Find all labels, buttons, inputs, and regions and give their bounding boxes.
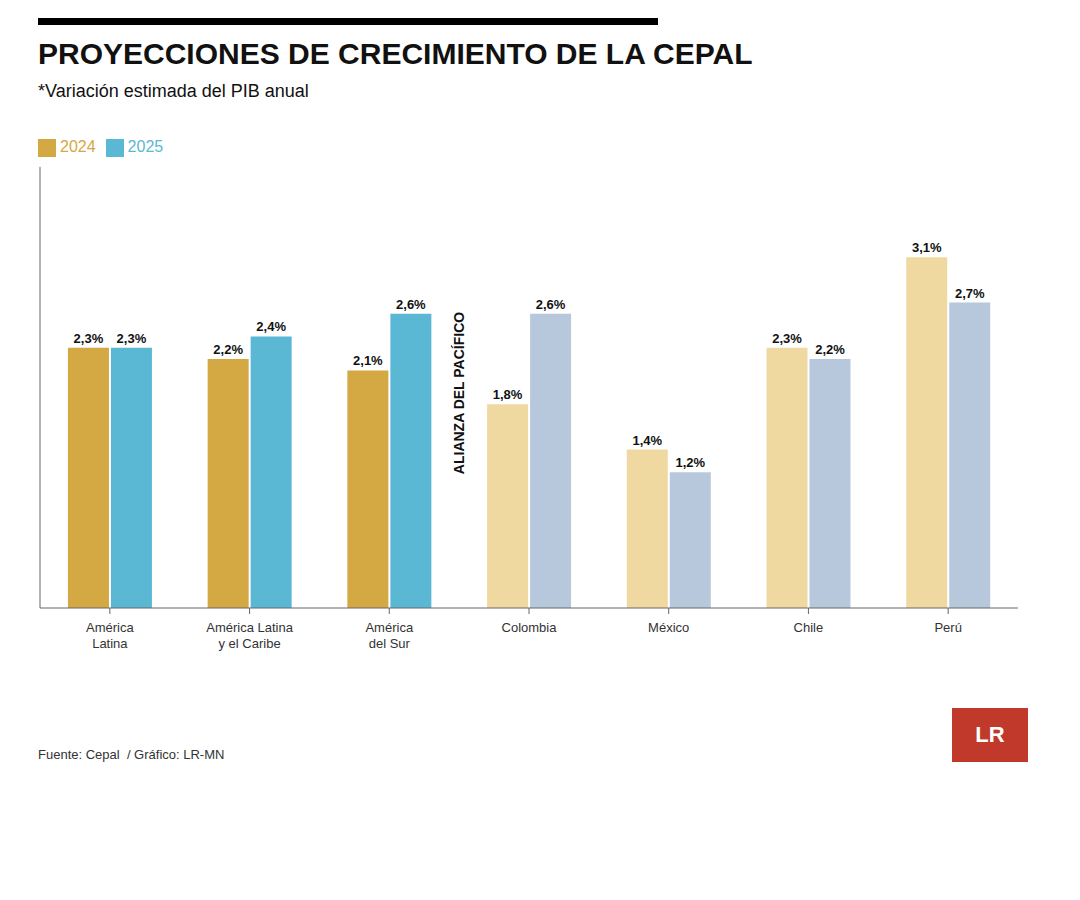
svg-text:1,2%: 1,2%	[675, 455, 705, 470]
svg-text:Colombia: Colombia	[502, 620, 558, 635]
svg-text:1,8%: 1,8%	[493, 387, 523, 402]
svg-text:AméricaLatina: AméricaLatina	[86, 620, 134, 651]
svg-text:Perú: Perú	[934, 620, 961, 635]
html-text:Fuente: Cepal / Gráfico: LR-MN: Fuente: Cepal / Gráfico: LR-MN	[38, 747, 225, 762]
svg-text:2,1%: 2,1%	[353, 353, 383, 368]
svg-text:2,6%: 2,6%	[396, 297, 426, 312]
svg-text:América Latinay el Caribe: América Latinay el Caribe	[206, 620, 293, 651]
svg-text:2,6%: 2,6%	[536, 297, 566, 312]
svg-text:2,4%: 2,4%	[256, 319, 286, 334]
html-text:2024: 2024	[60, 138, 96, 155]
html-text:ALIANZA DEL PACÍFICO: ALIANZA DEL PACÍFICO	[451, 311, 468, 475]
svg-text:1,4%: 1,4%	[632, 433, 662, 448]
svg-text:2,3%: 2,3%	[772, 331, 802, 346]
svg-text:2,2%: 2,2%	[815, 342, 845, 357]
svg-text:Chile: Chile	[794, 620, 824, 635]
svg-text:2,7%: 2,7%	[955, 286, 985, 301]
html-text:LR: LR	[975, 722, 1005, 747]
svg-text:Américadel Sur: Américadel Sur	[365, 620, 413, 651]
svg-text:2,3%: 2,3%	[117, 331, 147, 346]
html-text:2025: 2025	[127, 138, 164, 155]
html-text:PROYECCIONES DE CRECIMIENTO DE: PROYECCIONES DE CRECIMIENTO DE LA CEPAL	[38, 37, 753, 70]
svg-text:2,3%: 2,3%	[74, 331, 104, 346]
html-text:*Variación estimada del PIB an: *Variación estimada del PIB anual	[38, 81, 309, 101]
svg-text:2,2%: 2,2%	[213, 342, 243, 357]
svg-text:3,1%: 3,1%	[912, 240, 942, 255]
svg-text:México: México	[648, 620, 689, 635]
